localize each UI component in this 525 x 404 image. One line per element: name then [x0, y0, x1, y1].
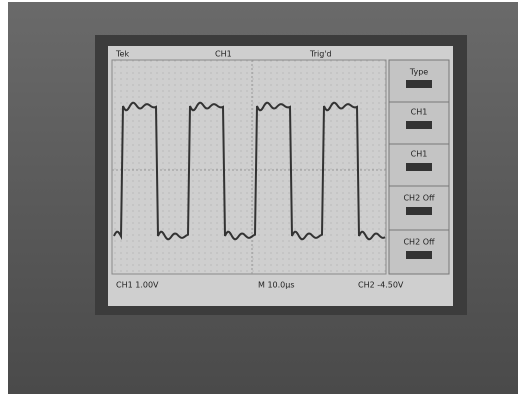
- readout: CH2 -4.50V: [358, 281, 404, 290]
- side-menu: Type CH1 CH1 CH2 Off CH2 Off: [389, 60, 449, 274]
- menu-label: CH2 Off: [403, 194, 435, 203]
- menu-indicator: [406, 80, 432, 88]
- menu-label: CH2 Off: [403, 238, 435, 247]
- status-text: Tek: [115, 50, 129, 59]
- menu-label: Type: [409, 68, 428, 77]
- readout: M 10.0µs: [258, 281, 295, 290]
- menu-label: CH1: [411, 150, 428, 159]
- readout: CH1 1.00V: [116, 281, 159, 290]
- menu-indicator: [406, 207, 432, 215]
- menu-indicator: [406, 163, 432, 171]
- photo: Tek CH1 Trig'd Type CH1 CH1 CH2 Off CH2 …: [0, 0, 525, 400]
- menu-indicator: [406, 251, 432, 259]
- status-text: CH1: [215, 50, 232, 59]
- graticule: [112, 60, 386, 274]
- menu-label: CH1: [411, 108, 428, 117]
- menu-indicator: [406, 121, 432, 129]
- status-text: Trig'd: [309, 50, 332, 59]
